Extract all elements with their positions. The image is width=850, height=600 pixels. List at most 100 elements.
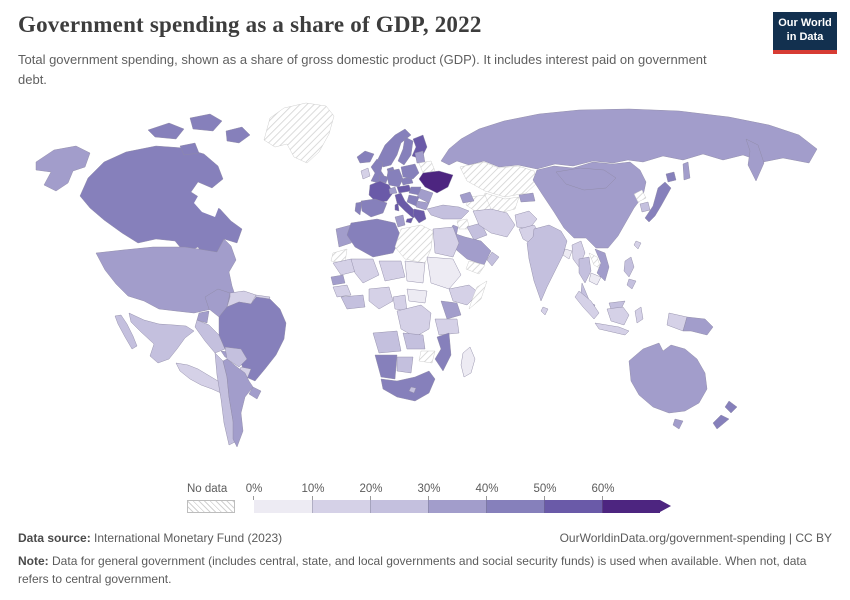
country-baltic-states[interactable] — [414, 150, 426, 164]
country-mexico[interactable] — [128, 312, 195, 364]
country-central-african-republic[interactable] — [406, 288, 428, 304]
country-argentina[interactable] — [222, 358, 254, 448]
country-bulgaria[interactable] — [415, 200, 430, 211]
country-germany[interactable] — [386, 168, 404, 188]
country-canada-arctic-4[interactable] — [179, 142, 200, 156]
country-cambodia[interactable] — [588, 272, 602, 286]
country-sweden[interactable] — [397, 136, 414, 166]
country-guinea[interactable] — [332, 284, 352, 298]
country-australia-tasmania[interactable] — [672, 418, 684, 430]
country-sri-lanka[interactable] — [540, 306, 549, 316]
country-thailand[interactable] — [578, 256, 592, 284]
legend-band-40-50%[interactable]: 40% — [475, 483, 544, 513]
country-caucasus[interactable] — [459, 191, 475, 204]
country-belarus[interactable] — [418, 160, 436, 174]
country-west-africa-coast[interactable] — [340, 294, 366, 310]
country-cameroon[interactable] — [392, 294, 408, 312]
country-poland[interactable] — [400, 163, 420, 180]
legend-no-data-swatch[interactable] — [187, 500, 235, 513]
country-russia-sakhalin[interactable] — [682, 161, 691, 181]
country-bangladesh[interactable] — [562, 248, 573, 260]
country-philippines[interactable] — [623, 256, 635, 278]
country-mexico-baja[interactable] — [114, 314, 138, 350]
country-oman[interactable] — [486, 251, 500, 267]
legend-band-0-10%[interactable]: 0% — [246, 483, 312, 513]
country-zambia[interactable] — [402, 332, 426, 350]
country-kenya[interactable] — [440, 300, 462, 320]
country-france[interactable] — [368, 180, 394, 204]
country-indonesia-sumatra[interactable] — [574, 290, 600, 320]
country-japan[interactable] — [644, 181, 672, 223]
country-spain[interactable] — [360, 198, 388, 218]
legend-band-60%+[interactable]: 60% — [591, 483, 660, 513]
legend-band-30-40%[interactable]: 30% — [417, 483, 486, 513]
country-dr-congo[interactable] — [396, 304, 432, 338]
country-turkey[interactable] — [426, 204, 470, 220]
country-bolivia[interactable] — [224, 346, 248, 368]
country-sudan[interactable] — [426, 256, 462, 290]
country-brazil[interactable] — [218, 296, 287, 382]
country-algeria[interactable] — [346, 218, 402, 258]
country-mozambique[interactable] — [434, 332, 452, 372]
country-iran[interactable] — [472, 208, 516, 238]
country-lesotho[interactable] — [408, 386, 417, 394]
country-italy-sicily[interactable] — [405, 217, 414, 224]
world-map[interactable] — [28, 100, 823, 472]
country-nigeria[interactable] — [368, 286, 394, 310]
country-australia[interactable] — [628, 342, 708, 414]
country-egypt[interactable] — [432, 226, 460, 258]
country-libya[interactable] — [394, 224, 434, 264]
country-italy-sardinia[interactable] — [394, 202, 400, 212]
country-canada-arctic-2[interactable] — [189, 113, 223, 132]
country-ireland[interactable] — [360, 167, 371, 180]
country-india[interactable] — [526, 224, 568, 302]
country-papua-new-guinea[interactable] — [682, 316, 714, 336]
country-kazakhstan[interactable] — [459, 161, 538, 198]
country-greece[interactable] — [412, 208, 427, 224]
country-kyrgyzstan[interactable] — [518, 192, 536, 203]
legend-band-20-30%[interactable]: 20% — [359, 483, 428, 513]
country-afghanistan[interactable] — [514, 210, 538, 230]
country-new-zealand-south[interactable] — [712, 414, 730, 430]
legend-band-50-60%[interactable]: 50% — [533, 483, 602, 513]
country-niger[interactable] — [378, 260, 406, 282]
country-mongolia[interactable] — [555, 167, 617, 191]
country-south-africa[interactable] — [380, 370, 436, 402]
country-canada[interactable] — [79, 145, 243, 260]
country-portugal[interactable] — [354, 201, 363, 216]
country-philippines-south[interactable] — [626, 278, 637, 290]
country-switzerland[interactable] — [388, 186, 398, 195]
country-senegal[interactable] — [330, 274, 346, 286]
country-russia-kamchatka[interactable] — [745, 138, 765, 182]
country-taiwan[interactable] — [633, 240, 642, 250]
country-canada-arctic-3[interactable] — [225, 126, 251, 144]
country-zimbabwe[interactable] — [418, 350, 436, 364]
country-indonesia-sulawesi[interactable] — [634, 306, 644, 324]
country-madagascar[interactable] — [460, 346, 476, 378]
country-tanzania[interactable] — [434, 318, 460, 336]
country-japan-hokkaido[interactable] — [665, 171, 677, 183]
country-benelux[interactable] — [378, 174, 389, 184]
country-south-korea[interactable] — [639, 201, 651, 213]
country-russia[interactable] — [440, 108, 818, 170]
country-chad[interactable] — [404, 260, 426, 284]
country-greenland[interactable] — [263, 102, 335, 164]
country-tunisia[interactable] — [394, 214, 406, 228]
country-botswana[interactable] — [396, 356, 414, 374]
country-peru[interactable] — [194, 319, 226, 354]
country-mali[interactable] — [350, 258, 380, 284]
country-alaska[interactable] — [35, 145, 91, 192]
country-namibia[interactable] — [374, 354, 398, 380]
country-new-zealand-north[interactable] — [724, 400, 738, 414]
country-north-korea[interactable] — [633, 189, 647, 203]
country-ukraine[interactable] — [418, 170, 454, 194]
country-iceland[interactable] — [356, 150, 375, 164]
country-vietnam[interactable] — [594, 248, 610, 282]
country-indonesia-borneo[interactable] — [606, 306, 630, 326]
country-ecuador[interactable] — [196, 310, 210, 324]
country-china[interactable] — [532, 161, 647, 249]
country-somalia[interactable] — [468, 280, 488, 310]
country-yemen[interactable] — [465, 260, 486, 275]
country-indonesia-java[interactable] — [594, 322, 630, 336]
legend-band-10-20%[interactable]: 10% — [301, 483, 370, 513]
